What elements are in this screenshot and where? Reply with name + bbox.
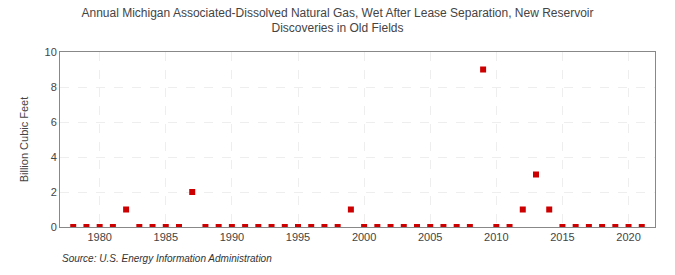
svg-text:Source: U.S. Energy Informatio: Source: U.S. Energy Information Administ…: [62, 253, 272, 264]
svg-text:1985: 1985: [154, 231, 178, 243]
svg-text:1995: 1995: [286, 231, 310, 243]
svg-text:0: 0: [51, 221, 57, 233]
svg-text:6: 6: [51, 116, 57, 128]
svg-text:4: 4: [51, 151, 57, 163]
svg-text:1980: 1980: [87, 231, 111, 243]
svg-text:2: 2: [51, 186, 57, 198]
svg-text:2010: 2010: [484, 231, 508, 243]
svg-text:2000: 2000: [352, 231, 376, 243]
svg-text:2015: 2015: [550, 231, 574, 243]
svg-text:1990: 1990: [220, 231, 244, 243]
svg-text:Annual Michigan Associated-Dis: Annual Michigan Associated-Dissolved Nat…: [81, 6, 593, 36]
svg-text:Billion Cubic Feet: Billion Cubic Feet: [18, 97, 30, 183]
svg-text:2020: 2020: [616, 231, 640, 243]
svg-text:2005: 2005: [418, 231, 442, 243]
svg-text:8: 8: [51, 81, 57, 93]
svg-text:10: 10: [45, 46, 57, 58]
